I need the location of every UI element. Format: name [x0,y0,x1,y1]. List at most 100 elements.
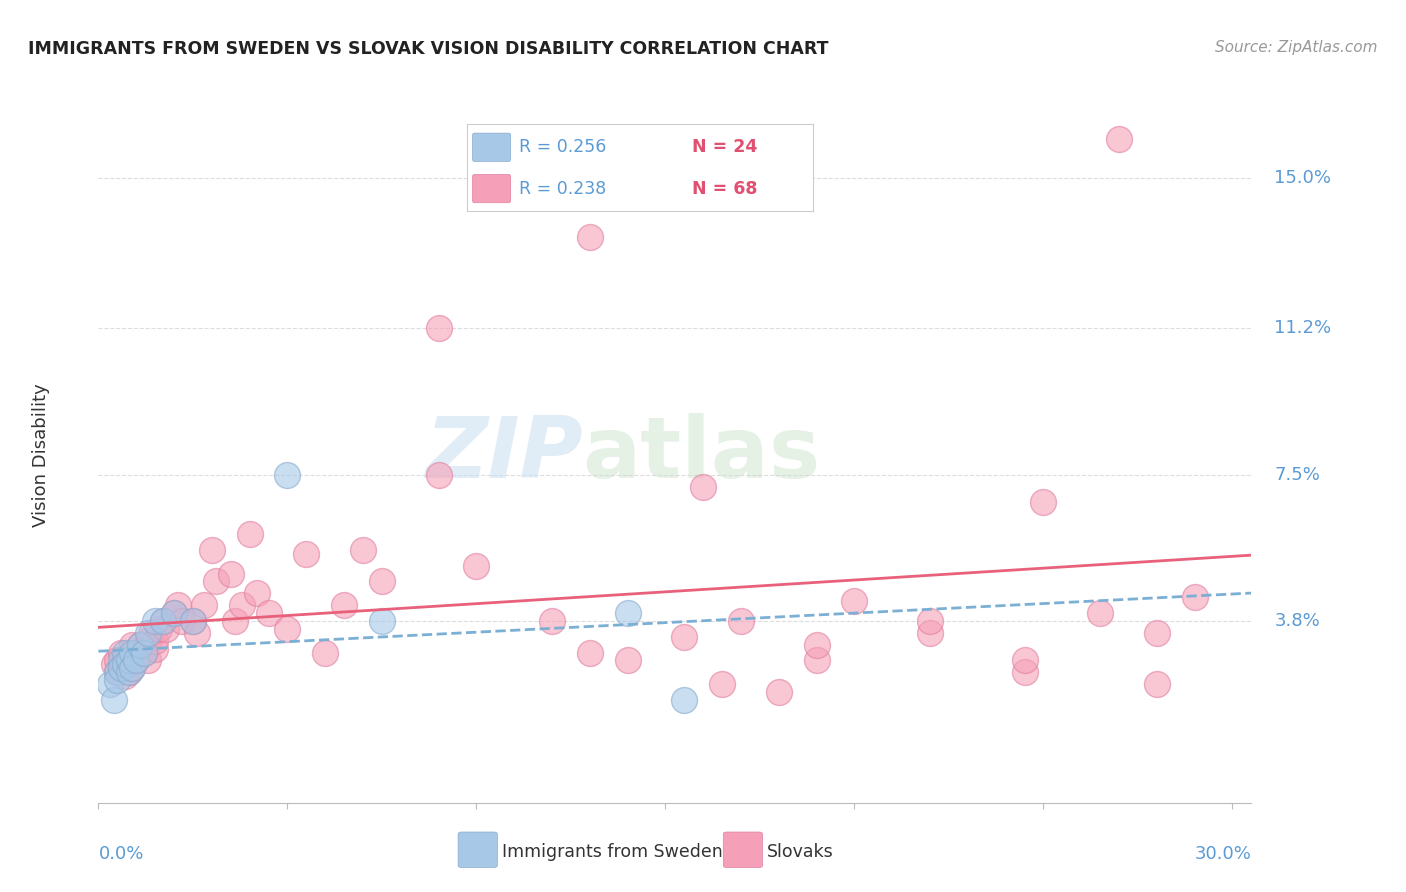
Point [181,614,204,628]
Text: 0.0%: 0.0% [98,845,143,863]
Point [193,598,215,612]
Text: 3.8%: 3.8% [1274,612,1320,630]
Point [616,606,638,620]
FancyBboxPatch shape [723,832,762,868]
Text: atlas: atlas [582,413,821,497]
Point [1146,625,1168,640]
Point [768,685,790,699]
Point [125,653,148,667]
Point [105,673,128,688]
Point [181,614,204,628]
Point [152,614,174,628]
Point [103,693,125,707]
Text: 11.2%: 11.2% [1274,319,1331,337]
Point [239,527,262,541]
Point [219,566,242,581]
Point [110,646,132,660]
Point [257,606,280,620]
Text: Slovaks: Slovaks [768,843,834,861]
Point [148,622,170,636]
Point [730,614,752,628]
Point [129,638,152,652]
Point [125,653,148,667]
Point [352,542,374,557]
Point [118,657,141,672]
Point [110,661,132,675]
Point [103,657,125,672]
Point [295,547,318,561]
Point [579,230,602,244]
Point [152,614,174,628]
Point [616,653,638,667]
Point [579,646,602,660]
Point [806,638,828,652]
Point [314,646,336,660]
Point [806,653,828,667]
Point [129,638,152,652]
Point [136,633,159,648]
Point [136,653,159,667]
Point [333,598,356,612]
Point [276,467,298,482]
Point [114,669,136,683]
Point [170,614,193,628]
Point [918,625,941,640]
Point [844,594,866,608]
Point [143,614,166,628]
Point [105,665,128,680]
Text: 15.0%: 15.0% [1274,169,1331,187]
Point [1032,495,1054,509]
Point [143,641,166,656]
Point [186,625,208,640]
Point [132,646,155,660]
Point [1088,606,1111,620]
Point [465,558,488,573]
Point [118,665,141,680]
Point [132,646,155,660]
Point [110,653,132,667]
Point [1146,677,1168,691]
Text: ZIP: ZIP [425,413,582,497]
Point [125,646,148,660]
Point [121,661,143,675]
Point [204,574,226,589]
Point [105,653,128,667]
Point [246,586,269,600]
Point [118,665,141,680]
Point [121,638,143,652]
Text: IMMIGRANTS FROM SWEDEN VS SLOVAK VISION DISABILITY CORRELATION CHART: IMMIGRANTS FROM SWEDEN VS SLOVAK VISION … [28,40,828,58]
Point [98,677,121,691]
FancyBboxPatch shape [458,832,498,868]
Point [427,467,450,482]
Point [427,321,450,335]
Point [141,625,163,640]
Point [1014,665,1036,680]
Point [692,479,714,493]
Point [143,633,166,648]
Point [231,598,253,612]
Point [114,653,136,667]
Point [918,614,941,628]
Point [276,622,298,636]
Point [136,625,159,640]
Text: Vision Disability: Vision Disability [32,383,49,527]
Point [371,614,394,628]
Point [673,693,696,707]
Point [105,665,128,680]
Point [121,661,143,675]
Point [1184,591,1206,605]
Point [155,622,177,636]
Point [114,646,136,660]
Point [114,657,136,672]
Point [118,653,141,667]
Point [163,606,186,620]
Point [163,606,186,620]
Point [371,574,394,589]
Text: 7.5%: 7.5% [1274,466,1320,483]
Point [1108,131,1130,145]
Point [166,598,188,612]
Text: Immigrants from Sweden: Immigrants from Sweden [502,843,723,861]
Point [121,646,143,660]
Text: 30.0%: 30.0% [1195,845,1251,863]
Point [711,677,734,691]
